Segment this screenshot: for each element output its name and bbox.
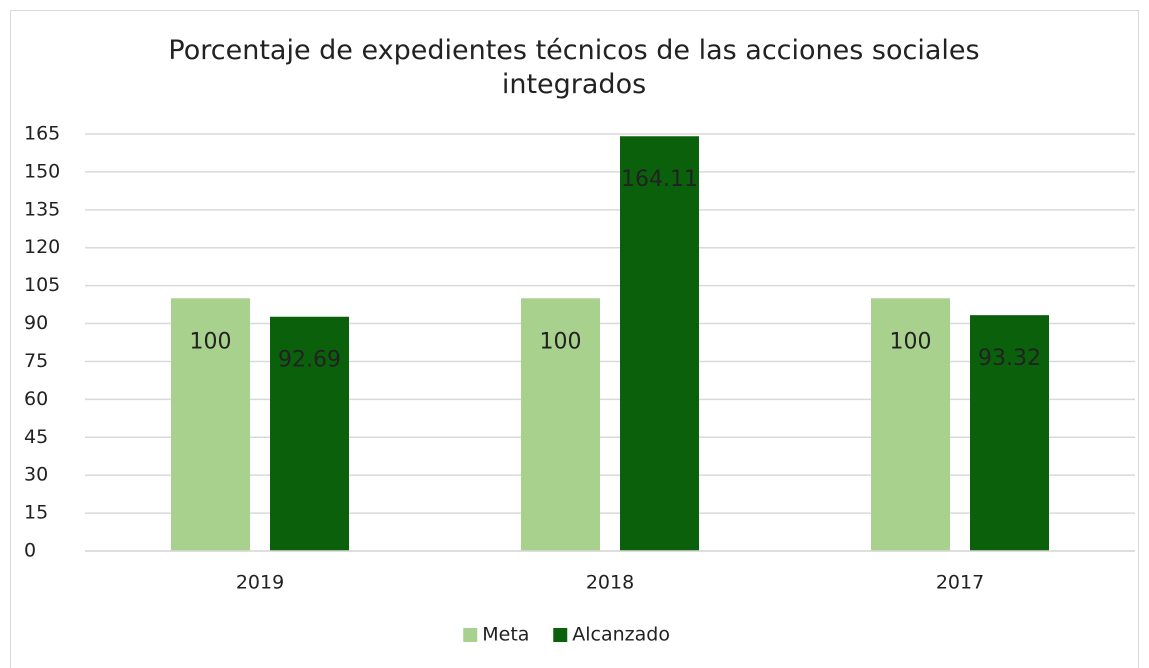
x-tick-label: 2018 xyxy=(586,572,634,594)
data-label: 100 xyxy=(890,329,932,354)
chart-border xyxy=(10,10,1139,668)
bar xyxy=(970,315,1049,551)
data-label: 100 xyxy=(190,329,232,354)
chart-title: Porcentaje de expedientes técnicos de la… xyxy=(168,35,980,100)
data-label: 93.32 xyxy=(978,346,1041,371)
y-tick-label: 15 xyxy=(24,502,48,524)
y-tick-label: 105 xyxy=(24,274,60,296)
y-tick-label: 120 xyxy=(24,236,60,258)
data-label: 164.11 xyxy=(621,167,698,192)
y-tick-label: 30 xyxy=(24,464,48,486)
data-label: 92.69 xyxy=(278,348,341,373)
legend-label: Meta xyxy=(482,624,529,646)
x-tick-label: 2017 xyxy=(936,572,984,594)
y-tick-label: 0 xyxy=(24,540,36,562)
y-tick-label: 60 xyxy=(24,388,48,410)
y-tick-label: 75 xyxy=(24,350,48,372)
y-tick-label: 90 xyxy=(24,312,48,334)
y-tick-label: 45 xyxy=(24,426,48,448)
bar xyxy=(270,316,349,551)
bar xyxy=(871,298,950,551)
x-tick-label: 2019 xyxy=(236,572,284,594)
legend-swatch xyxy=(553,628,568,642)
bar xyxy=(171,298,250,551)
legend-label: Alcanzado xyxy=(572,624,670,646)
bar xyxy=(620,136,699,551)
bar xyxy=(521,298,600,551)
legend-swatch xyxy=(463,628,478,642)
y-tick-label: 135 xyxy=(24,198,60,220)
data-label: 100 xyxy=(540,329,582,354)
y-tick-label: 150 xyxy=(24,160,60,182)
y-tick-label: 165 xyxy=(24,123,60,145)
